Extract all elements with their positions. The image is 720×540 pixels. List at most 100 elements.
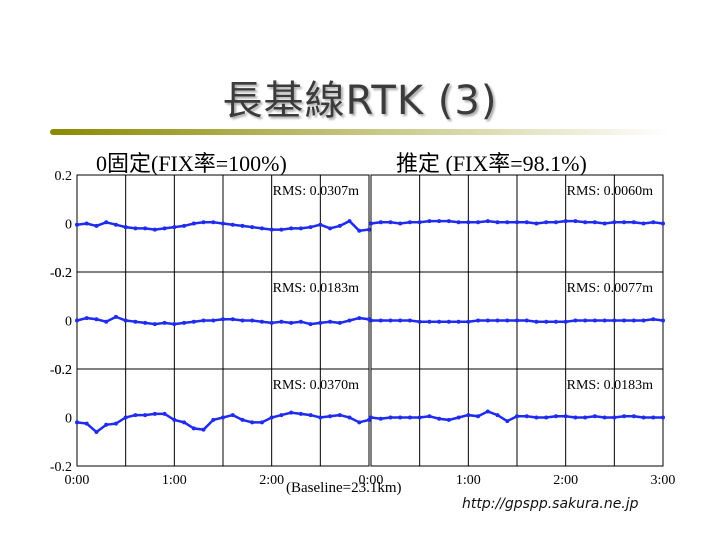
data-point [427, 414, 432, 419]
data-point [446, 417, 451, 422]
site-url[interactable]: http://gpspp.sakura.ne.jp [462, 496, 639, 512]
data-point [573, 219, 578, 224]
data-point [250, 225, 255, 230]
data-point [337, 320, 342, 325]
data-point [515, 318, 519, 323]
data-point [172, 322, 177, 327]
data-point [534, 221, 539, 226]
data-point [357, 316, 362, 321]
data-point [515, 220, 519, 225]
data-point [104, 319, 109, 324]
data-point [94, 223, 99, 228]
data-point [466, 220, 471, 225]
data-point [113, 222, 118, 227]
data-point [641, 221, 646, 226]
y-tick-label: 0.2 [55, 266, 73, 281]
data-point [612, 318, 617, 323]
data-point [250, 318, 255, 323]
data-point [84, 421, 89, 426]
data-point [622, 414, 627, 419]
data-point [221, 317, 225, 322]
data-point [347, 318, 352, 323]
y-tick-label: 0 [65, 315, 72, 330]
x-tick-label: 0:00 [65, 473, 90, 488]
data-point [563, 319, 568, 324]
y-tick-label: 0.2 [55, 363, 73, 378]
data-point [84, 221, 89, 226]
rms-label: RMS: 0.0183m [567, 378, 653, 393]
data-point [211, 417, 216, 422]
data-point [573, 318, 578, 323]
data-point [84, 316, 89, 321]
data-point [524, 318, 529, 323]
data-point [505, 419, 510, 424]
data-point [230, 317, 235, 322]
data-point [269, 320, 274, 325]
data-point [534, 415, 539, 420]
data-point [544, 415, 549, 420]
data-point [240, 417, 245, 422]
data-point [298, 411, 303, 416]
data-point [466, 319, 471, 324]
data-point [417, 220, 422, 225]
data-point [437, 319, 442, 324]
data-point [553, 319, 558, 324]
data-point [347, 219, 352, 224]
data-point [133, 319, 138, 324]
y-tick-label: -0.2 [50, 460, 72, 475]
rms-label: RMS: 0.0077m [567, 281, 653, 296]
baseline-label: (Baseline=23.1km) [286, 480, 402, 496]
data-point [544, 319, 549, 324]
data-point [113, 314, 118, 319]
data-point [75, 222, 79, 227]
data-point [534, 319, 539, 324]
data-point [476, 414, 481, 419]
data-point [172, 225, 177, 230]
data-point [398, 415, 403, 420]
data-point [289, 226, 294, 231]
data-point [407, 220, 412, 225]
data-point [104, 422, 109, 427]
data-point [563, 414, 568, 419]
data-point [476, 220, 481, 225]
data-point [612, 220, 617, 225]
data-point [456, 415, 461, 420]
data-point [162, 411, 167, 416]
data-point [308, 322, 313, 327]
data-point [437, 416, 442, 421]
data-point [191, 426, 196, 431]
data-point [230, 222, 235, 227]
data-point [592, 220, 597, 225]
data-point [602, 221, 607, 226]
data-point [113, 421, 118, 426]
data-point [505, 220, 510, 225]
data-point [544, 220, 549, 225]
rms-label: RMS: 0.0183m [273, 281, 359, 296]
data-point [369, 318, 373, 323]
data-point [446, 319, 451, 324]
data-point [123, 318, 128, 323]
right-column-title: 推定 (FIX率=98.1%) [396, 151, 587, 176]
data-point [631, 318, 636, 323]
data-point [318, 415, 323, 420]
data-point [75, 420, 79, 425]
data-point [631, 414, 636, 419]
data-point [259, 226, 264, 231]
y-tick-label: -0.2 [50, 266, 72, 281]
data-point [279, 227, 284, 232]
data-point [661, 221, 665, 226]
data-point [201, 427, 206, 432]
data-point [369, 415, 373, 420]
data-point [298, 319, 303, 324]
data-point [641, 318, 646, 323]
data-point [259, 420, 264, 425]
data-point [298, 226, 303, 231]
data-point [347, 415, 352, 420]
data-point [427, 319, 432, 324]
data-point [328, 319, 333, 324]
rms-label: RMS: 0.0060m [567, 184, 653, 199]
data-point [211, 220, 216, 225]
data-point [318, 320, 323, 325]
title-underline [50, 129, 670, 135]
